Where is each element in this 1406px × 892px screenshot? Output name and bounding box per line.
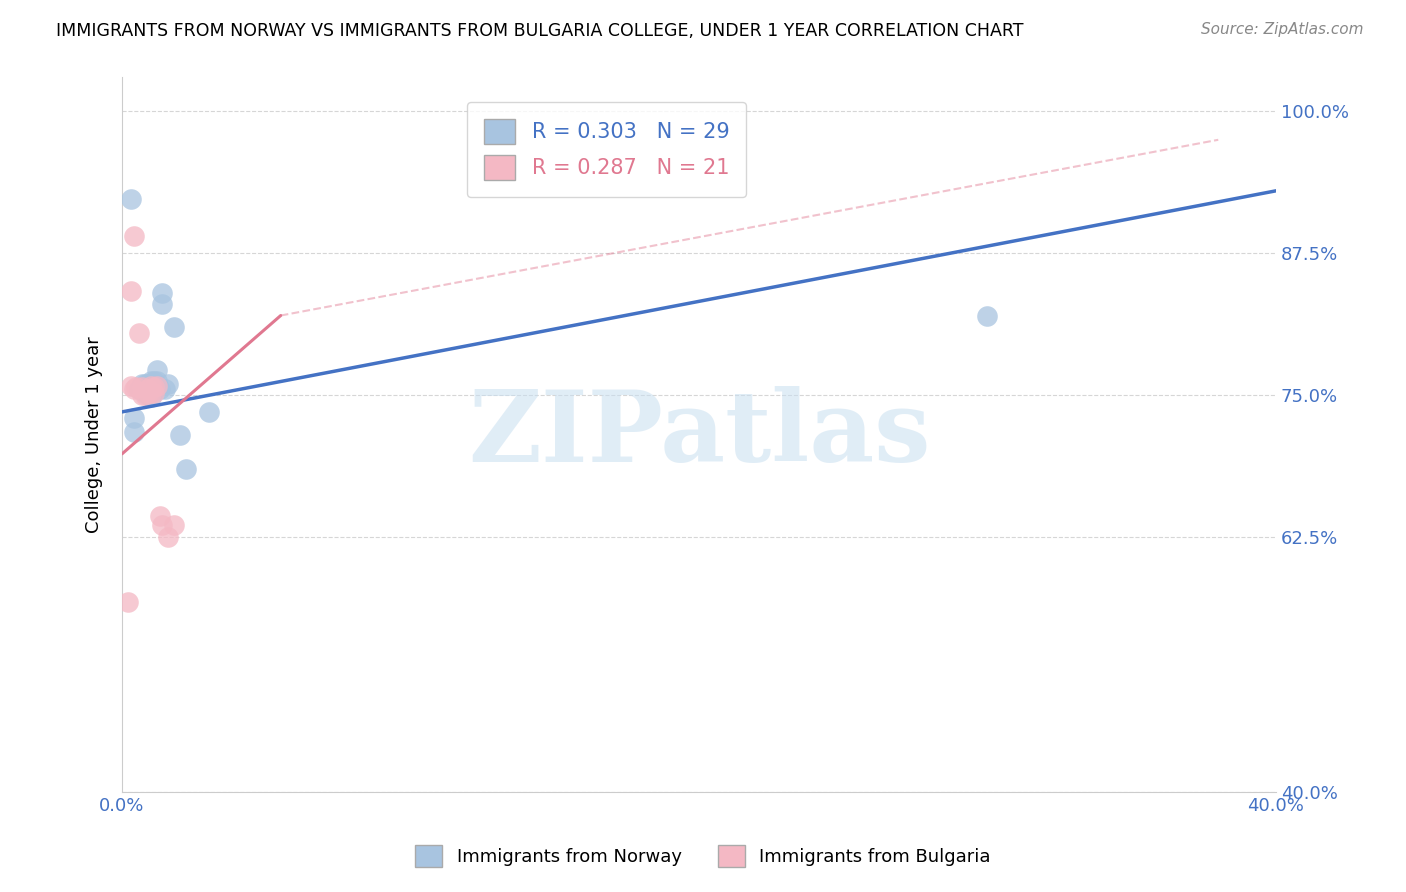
Point: [152, 518, 174, 533]
Point: [134, 376, 156, 391]
Point: [128, 382, 150, 396]
Point: [142, 385, 165, 400]
Point: [131, 388, 153, 402]
Legend: Immigrants from Norway, Immigrants from Bulgaria: Immigrants from Norway, Immigrants from …: [408, 838, 998, 874]
Point: [145, 379, 167, 393]
Text: IMMIGRANTS FROM NORWAY VS IMMIGRANTS FROM BULGARIA COLLEGE, UNDER 1 YEAR CORRELA: IMMIGRANTS FROM NORWAY VS IMMIGRANTS FRO…: [56, 22, 1024, 40]
Point: [174, 461, 197, 475]
Point: [152, 285, 174, 300]
Point: [134, 388, 156, 402]
Point: [131, 382, 153, 396]
Point: [134, 385, 156, 400]
Point: [136, 376, 159, 391]
Point: [148, 509, 170, 524]
Point: [139, 390, 162, 404]
Point: [131, 376, 153, 391]
Point: [122, 425, 145, 440]
Point: [136, 388, 159, 402]
Point: [120, 379, 142, 393]
Legend: R = 0.303   N = 29, R = 0.287   N = 21: R = 0.303 N = 29, R = 0.287 N = 21: [467, 103, 747, 197]
Point: [163, 518, 186, 533]
Point: [152, 297, 174, 311]
Point: [145, 374, 167, 388]
Point: [139, 385, 162, 400]
Point: [197, 405, 219, 419]
Point: [122, 382, 145, 396]
Point: [139, 379, 162, 393]
Point: [120, 192, 142, 206]
Point: [117, 595, 139, 609]
Point: [122, 410, 145, 425]
Text: Source: ZipAtlas.com: Source: ZipAtlas.com: [1201, 22, 1364, 37]
Point: [136, 385, 159, 400]
Point: [139, 379, 162, 393]
Point: [120, 284, 142, 298]
Point: [125, 380, 148, 394]
Y-axis label: College, Under 1 year: College, Under 1 year: [86, 336, 103, 533]
Point: [155, 382, 177, 396]
Point: [136, 382, 159, 396]
Point: [148, 382, 170, 396]
Point: [139, 374, 162, 388]
Text: ZIPatlas: ZIPatlas: [468, 386, 931, 483]
Point: [976, 309, 998, 323]
Point: [157, 376, 180, 391]
Point: [145, 363, 167, 377]
Point: [142, 380, 165, 394]
Point: [122, 229, 145, 244]
Point: [157, 530, 180, 544]
Point: [139, 379, 162, 393]
Point: [128, 326, 150, 340]
Point: [136, 379, 159, 393]
Point: [131, 380, 153, 394]
Point: [163, 319, 186, 334]
Point: [142, 384, 165, 399]
Point: [169, 427, 191, 442]
Point: [142, 374, 165, 388]
